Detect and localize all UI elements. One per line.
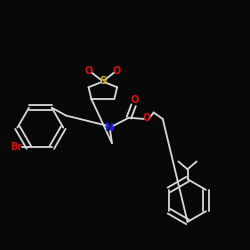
Text: S: S [99,76,106,86]
Text: O: O [85,66,93,76]
Text: O: O [113,66,121,76]
Text: O: O [131,95,139,105]
Text: O: O [142,114,151,124]
Text: N: N [105,122,114,132]
Text: Br: Br [10,142,22,152]
